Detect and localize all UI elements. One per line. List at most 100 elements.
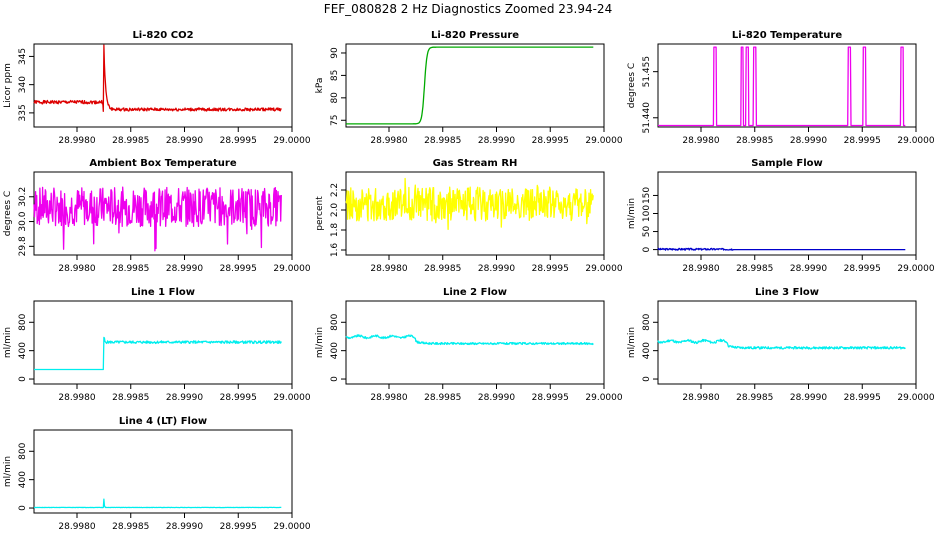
chart-title: Line 3 Flow: [755, 287, 819, 298]
chart-panel-line4: Line 4 (LT) Flow ml/min 28.9980 28.9985 28.9…: [3, 416, 311, 532]
x-tick-label: 28.9985: [112, 264, 149, 274]
y-tick-label: 400: [330, 342, 340, 359]
y-tick-label: 75: [330, 115, 340, 126]
y-tick-label: 335: [18, 104, 28, 121]
x-tick-label: 28.9990: [790, 136, 827, 146]
y-tick-label: 1.6: [330, 243, 340, 258]
x-tick-label: 28.9985: [424, 264, 461, 274]
x-tick-label: 28.9980: [682, 393, 719, 403]
x-tick-label: 28.9995: [220, 393, 257, 403]
chart-title: Sample Flow: [751, 158, 823, 169]
chart-title: Gas Stream RH: [433, 158, 518, 169]
chart-panel-temperature: Li-820 Temperature degrees C 28.9980 28.998…: [627, 30, 935, 146]
series-line-ambient: [33, 186, 282, 252]
y-tick-label: 85: [330, 70, 340, 81]
chart-panel-sample_flow: Sample Flow ml/min 28.9980 28.9985 28.9990 28…: [627, 158, 935, 274]
y-tick-label: 800: [330, 313, 340, 330]
y-tick-label: 1.8: [330, 223, 340, 238]
x-tick-label: 28.9990: [166, 393, 203, 403]
y-tick-label: 100: [642, 205, 652, 222]
x-tick-label: 28.9980: [58, 136, 95, 146]
chart-title: Li-820 Pressure: [431, 30, 519, 41]
chart-panel-ambient: Ambient Box Temperature degrees C 28.9980 2…: [3, 158, 311, 274]
y-tick-label: 400: [642, 342, 652, 359]
x-tick-label: 28.9985: [112, 136, 149, 146]
x-tick-label: 29.0000: [273, 393, 310, 403]
x-tick-label: 28.9990: [166, 264, 203, 274]
y-tick-label: 0: [642, 246, 652, 252]
y-axis-label: degrees C: [627, 63, 637, 108]
x-tick-label: 29.0000: [585, 264, 622, 274]
y-axis-label: ml/min: [315, 327, 325, 358]
x-tick-label: 28.9985: [736, 393, 773, 403]
x-tick-label: 28.9995: [844, 136, 881, 146]
y-axis-label: ml/min: [3, 456, 13, 487]
chart-panel-rh: Gas Stream RH percent 28.9980 28.9985 28.999…: [315, 158, 623, 274]
y-tick-label: 30.2: [18, 187, 28, 207]
chart-panel-pressure: Li-820 Pressure kPa 28.9980 28.9985 28.9990 2…: [315, 30, 623, 146]
chart-title: Ambient Box Temperature: [89, 158, 236, 169]
series-line-sample_flow: [657, 247, 906, 251]
y-tick-label: 400: [18, 471, 28, 488]
chart-title: Line 1 Flow: [131, 287, 195, 298]
y-tick-label: 29.8: [18, 236, 28, 256]
x-tick-label: 28.9990: [790, 264, 827, 274]
x-tick-label: 28.9980: [58, 393, 95, 403]
y-axis-label: ml/min: [627, 327, 637, 358]
chart-panel-line2: Line 2 Flow ml/min 28.9980 28.9985 28.9990 28…: [315, 287, 623, 403]
y-tick-label: 0: [330, 376, 340, 382]
x-tick-label: 28.9995: [844, 393, 881, 403]
y-axis-label: ml/min: [627, 198, 637, 229]
x-tick-label: 28.9995: [532, 136, 569, 146]
series-line-line1: [33, 336, 282, 371]
y-tick-label: 800: [642, 313, 652, 330]
series-line-line4: [33, 498, 282, 509]
chart-title: Li-820 CO2: [132, 30, 193, 41]
x-tick-label: 28.9995: [220, 136, 257, 146]
y-tick-label: 150: [642, 187, 652, 204]
x-tick-label: 28.9985: [112, 522, 149, 532]
series-line-co2: [33, 44, 282, 112]
series-line-pressure: [345, 46, 594, 125]
y-tick-label: 30.0: [18, 211, 28, 231]
x-tick-label: 29.0000: [585, 393, 622, 403]
x-tick-label: 28.9980: [370, 264, 407, 274]
y-tick-label: 345: [18, 48, 28, 65]
x-tick-label: 28.9995: [532, 264, 569, 274]
y-tick-label: 0: [642, 376, 652, 382]
plot-frame: [33, 43, 293, 128]
x-tick-label: 28.9985: [736, 264, 773, 274]
plot-frame: [33, 300, 293, 385]
plot-frame: [345, 171, 605, 256]
x-tick-label: 28.9980: [58, 522, 95, 532]
plot-frame: [33, 429, 293, 514]
plot-frame: [657, 171, 917, 256]
x-tick-label: 28.9985: [112, 393, 149, 403]
chart-title: Li-820 Temperature: [732, 30, 842, 41]
x-tick-label: 28.9985: [424, 393, 461, 403]
y-tick-label: 800: [18, 442, 28, 459]
x-tick-label: 29.0000: [273, 136, 310, 146]
x-tick-label: 28.9980: [58, 264, 95, 274]
series-line-rh: [345, 177, 594, 231]
x-tick-label: 28.9985: [736, 136, 773, 146]
plot-frame: [657, 43, 917, 128]
y-tick-label: 80: [330, 92, 340, 104]
page-title: FEF_080828 2 Hz Diagnostics Zoomed 23.94…: [323, 2, 613, 16]
x-tick-label: 28.9995: [220, 522, 257, 532]
x-tick-label: 28.9980: [370, 136, 407, 146]
y-tick-label: 340: [18, 76, 28, 93]
x-tick-label: 28.9990: [166, 522, 203, 532]
y-tick-label: 90: [330, 47, 340, 59]
y-tick-label: 51.440: [642, 102, 652, 134]
y-tick-label: 51.455: [642, 56, 652, 88]
x-tick-label: 28.9980: [682, 264, 719, 274]
chart-panel-co2: Li-820 CO2 Licor ppm 28.9980 28.9985 28.9990…: [3, 30, 311, 146]
y-tick-label: 800: [18, 313, 28, 330]
plot-frame: [345, 300, 605, 385]
y-tick-label: 0: [18, 505, 28, 511]
x-tick-label: 29.0000: [273, 522, 310, 532]
y-axis-label: kPa: [315, 78, 325, 94]
plot-frame: [345, 43, 605, 128]
x-tick-label: 28.9995: [844, 264, 881, 274]
